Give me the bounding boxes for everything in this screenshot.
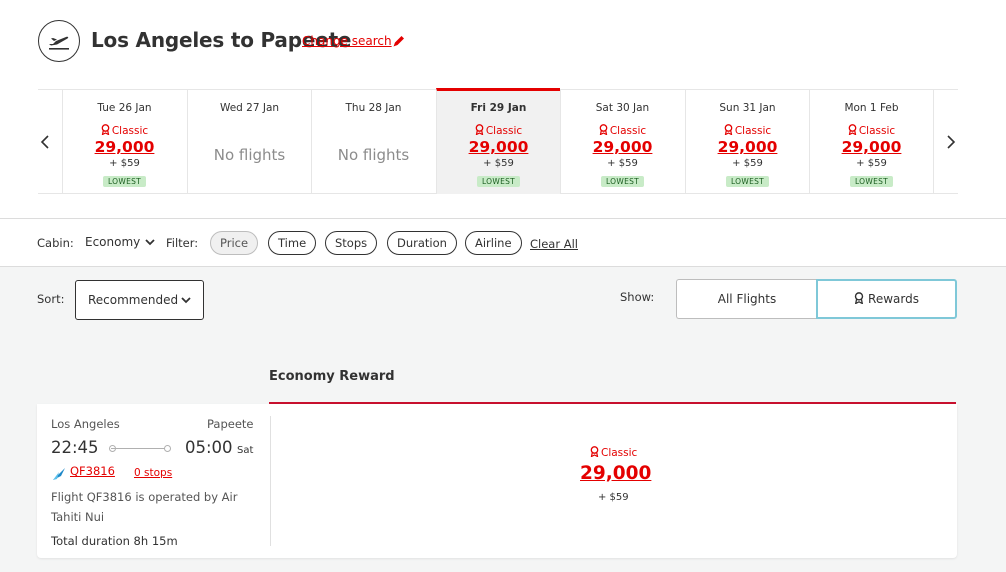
award-icon [475,124,484,138]
date-label: Fri 29 Jan [470,102,527,114]
date-option-tue-26-jan[interactable]: Tue 26 Jan Classic 29,000 + $59 LOWEST [62,90,186,194]
destination-city: Papeete [207,417,254,431]
chevron-down-icon [145,235,155,249]
route-end-dot [164,445,171,452]
points-price: 29,000 [468,138,529,156]
no-flights-text: No flights [213,146,286,164]
filter-pill-stops[interactable]: Stops [325,231,378,255]
sort-value: Recommended [88,293,179,307]
header-underline [269,402,956,404]
filter-bar: Cabin: Economy Filter: Price Time Stops … [0,218,1006,267]
points-price: 29,000 [592,138,653,156]
sort-dropdown[interactable]: Recommended [75,280,204,320]
date-label: Mon 1 Feb [844,102,899,114]
fare-class: Classic [63,124,186,138]
change-search-link[interactable]: Change search [302,34,392,48]
plane-takeoff-icon [38,20,80,62]
date-carousel: Tue 26 Jan Classic 29,000 + $59 LOWEST W… [35,88,961,194]
date-option-thu-28-jan[interactable]: Thu 28 Jan No flights [311,90,435,194]
fare-class: Classic [437,124,560,138]
rewards-label: Rewards [868,292,919,306]
date-option-partial [933,90,958,194]
date-label: Wed 27 Jan [219,102,280,114]
lowest-badge: LOWEST [102,176,147,187]
departure-time: 22:45 [51,438,99,457]
cabin-dropdown[interactable]: Economy [85,235,155,249]
lowest-badge: LOWEST [849,176,894,187]
route-line [111,448,169,449]
points-price: 29,000 [841,138,902,156]
award-icon [599,124,608,138]
reward-points-button[interactable]: 29,000 [580,463,652,484]
flight-result-card: Los Angeles Papeete 22:45 05:00 Sat QF38… [37,404,957,558]
origin-city: Los Angeles [51,417,120,431]
date-label: Sun 31 Jan [719,102,776,114]
chevron-left-icon[interactable] [35,130,55,154]
reward-fare-class: Classic [590,446,637,460]
filter-pill-airline[interactable]: Airline [465,231,522,255]
all-flights-toggle[interactable]: All Flights [676,279,817,319]
award-icon [848,124,857,138]
fare-class: Classic [686,124,809,138]
lowest-badge: LOWEST [725,176,770,187]
airline-logo-icon [52,466,66,485]
filter-pill-price[interactable]: Price [210,231,259,255]
date-option-sun-31-jan[interactable]: Sun 31 Jan Classic 29,000 + $59 LOWEST [685,90,809,194]
cabin-label: Cabin: [37,236,74,250]
pencil-icon[interactable] [392,33,406,52]
card-divider [270,416,271,546]
all-flights-label: All Flights [717,292,777,306]
filter-pill-duration[interactable]: Duration [387,231,457,255]
chevron-right-icon[interactable] [941,130,961,154]
award-icon [590,446,599,460]
arrival-day: Sat [237,445,254,456]
tax-amount: + $59 [607,158,638,169]
lowest-badge: LOWEST [600,176,645,187]
show-label: Show: [620,290,655,304]
date-option-fri-29-jan[interactable]: Fri 29 Jan Classic 29,000 + $59 LOWEST [436,88,560,194]
rewards-toggle[interactable]: Rewards [816,279,957,319]
award-icon [854,291,864,307]
date-option-mon-1-feb[interactable]: Mon 1 Feb Classic 29,000 + $59 LOWEST [809,90,933,194]
search-header: Los Angeles to Papeete Change search Tue… [0,0,1006,218]
date-option-sat-30-jan[interactable]: Sat 30 Jan Classic 29,000 + $59 LOWEST [560,90,684,194]
filter-label: Filter: [166,236,199,250]
fare-class: Classic [561,124,684,138]
tax-amount: + $59 [483,158,514,169]
points-price: 29,000 [94,138,155,156]
clear-all-link[interactable]: Clear All [530,237,578,251]
tax-amount: + $59 [856,158,887,169]
date-option-wed-27-jan[interactable]: Wed 27 Jan No flights [187,90,311,194]
stops-link[interactable]: 0 stops [134,467,173,479]
no-flights-text: No flights [337,146,410,164]
chevron-down-icon [181,293,191,307]
total-duration: Total duration 8h 15m [51,534,178,548]
operated-by-text: Flight QF3816 is operated by Air Tahiti … [51,490,238,524]
date-label: Sat 30 Jan [595,102,650,114]
fare-class: Classic [810,124,933,138]
sort-label: Sort: [37,292,65,306]
date-label: Thu 28 Jan [345,102,402,114]
cabin-value: Economy [85,235,141,249]
award-icon [101,124,110,138]
arrival-time: 05:00 [185,438,233,457]
tax-amount: + $59 [732,158,763,169]
page-title: Los Angeles to Papeete [91,28,352,52]
tax-amount: + $59 [109,158,140,169]
date-label: Tue 26 Jan [97,102,152,114]
points-price: 29,000 [717,138,778,156]
flight-number-link[interactable]: QF3816 [70,464,115,478]
award-icon [724,124,733,138]
lowest-badge: LOWEST [476,176,521,187]
economy-reward-header: Economy Reward [269,369,395,384]
reward-tax: + $59 [598,492,629,503]
filter-pill-time[interactable]: Time [268,231,317,255]
